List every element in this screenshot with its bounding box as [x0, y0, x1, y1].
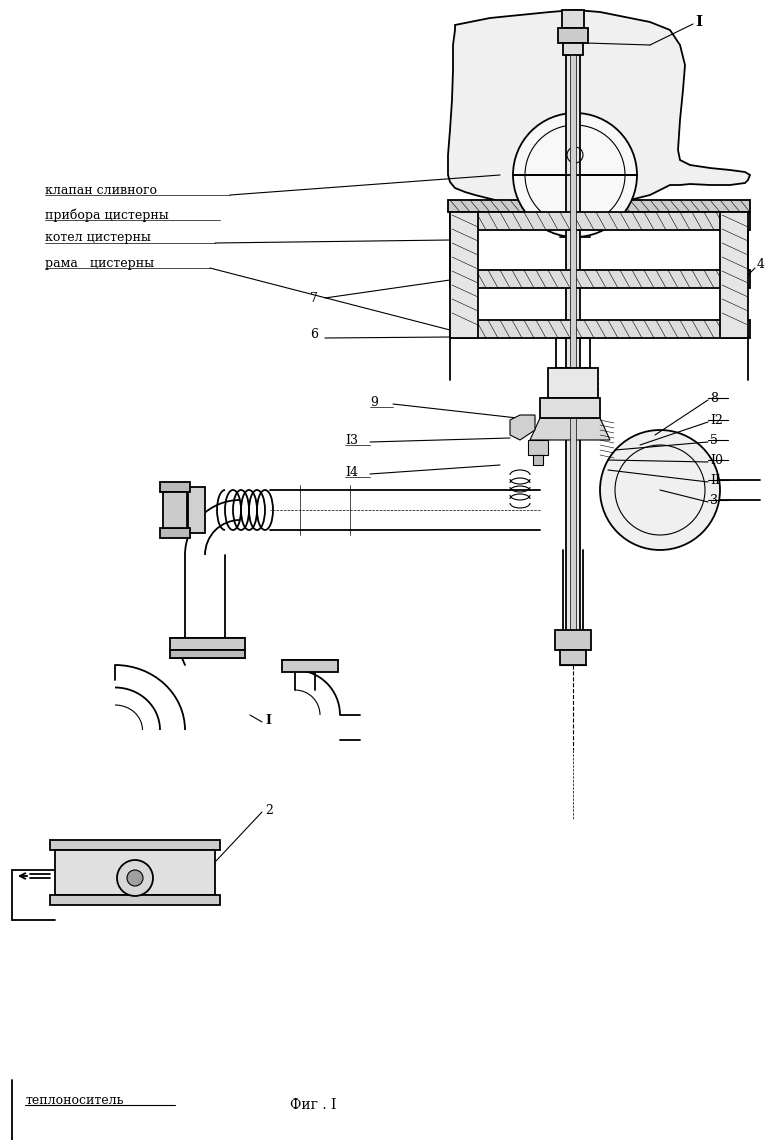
Bar	[563, 43, 583, 55]
Text: I2: I2	[710, 414, 723, 426]
Bar	[450, 270, 750, 288]
Bar	[566, 55, 580, 655]
Text: II: II	[710, 473, 720, 487]
Bar	[548, 368, 598, 398]
Circle shape	[127, 870, 143, 886]
Bar	[450, 320, 750, 337]
Bar	[163, 492, 187, 528]
Text: 5: 5	[710, 433, 718, 447]
Bar	[720, 212, 748, 337]
Bar	[558, 28, 588, 43]
Bar	[555, 630, 591, 650]
Bar	[448, 200, 750, 212]
Text: клапан сливного: клапан сливного	[45, 184, 157, 196]
Bar	[556, 337, 590, 368]
Text: I: I	[695, 15, 702, 28]
Bar	[528, 440, 548, 455]
Bar	[170, 638, 245, 650]
Bar	[55, 850, 215, 895]
Text: 2: 2	[265, 804, 273, 816]
Bar	[450, 212, 750, 230]
Bar	[450, 212, 478, 337]
Circle shape	[600, 430, 720, 549]
Bar	[282, 660, 338, 671]
Text: теплоноситель: теплоноситель	[25, 1093, 123, 1107]
Bar	[170, 650, 245, 658]
Text: 6: 6	[310, 328, 318, 342]
Bar	[180, 490, 188, 530]
Text: 9: 9	[370, 396, 378, 408]
Text: 7: 7	[310, 292, 318, 304]
Text: I4: I4	[345, 465, 358, 479]
Text: 8: 8	[710, 391, 718, 405]
Bar	[185, 487, 205, 534]
Bar	[50, 840, 220, 850]
Bar	[540, 398, 600, 418]
Text: I3: I3	[345, 433, 358, 447]
Polygon shape	[510, 415, 535, 440]
Text: I: I	[265, 714, 271, 726]
Bar	[560, 650, 586, 665]
Text: Фиг . I: Фиг . I	[290, 1098, 336, 1112]
Text: рама   цистерны: рама цистерны	[45, 256, 154, 269]
Text: 3: 3	[710, 494, 718, 506]
Bar	[160, 528, 190, 538]
Bar	[533, 455, 543, 465]
Bar	[160, 482, 190, 492]
Polygon shape	[530, 418, 610, 440]
Bar	[570, 55, 576, 655]
Circle shape	[513, 113, 637, 237]
Text: 4: 4	[757, 259, 765, 271]
Bar	[50, 895, 220, 905]
Bar	[562, 10, 584, 28]
Text: прибора цистерны: прибора цистерны	[45, 209, 168, 222]
Bar	[185, 487, 193, 527]
Polygon shape	[448, 10, 750, 210]
Circle shape	[117, 860, 153, 896]
Text: I0: I0	[710, 454, 723, 466]
Text: котел цистерны: котел цистерны	[45, 231, 151, 244]
